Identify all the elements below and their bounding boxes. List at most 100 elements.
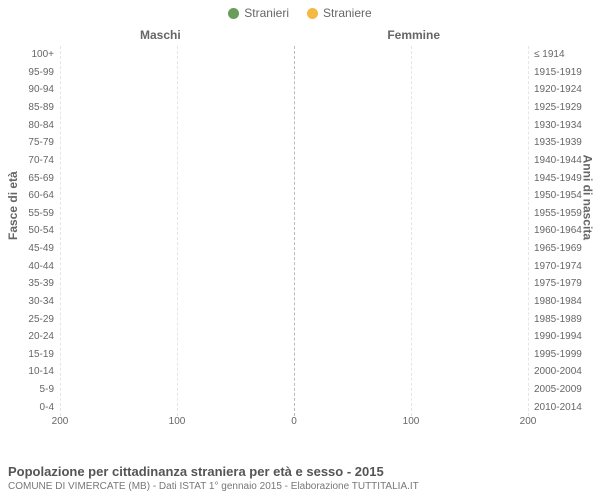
bar-pair <box>60 381 528 399</box>
bar-pair <box>60 64 528 82</box>
bar-pair <box>60 222 528 240</box>
bar-pair <box>60 116 528 134</box>
bar-pair <box>60 81 528 99</box>
age-label: 70-74 <box>6 155 54 166</box>
birth-year-label: 1970-1974 <box>534 261 598 272</box>
birth-year-label: 1935-1939 <box>534 137 598 148</box>
bar-pair <box>60 205 528 223</box>
age-label: 45-49 <box>6 243 54 254</box>
footer-title: Popolazione per cittadinanza straniera p… <box>8 464 592 479</box>
age-label: 30-34 <box>6 296 54 307</box>
chart-row: 30-341980-1984 <box>60 293 528 311</box>
birth-year-label: ≤ 1914 <box>534 49 598 60</box>
chart-row: 0-42010-2014 <box>60 398 528 416</box>
column-header-female: Femmine <box>387 28 440 42</box>
birth-year-label: 1920-1924 <box>534 84 598 95</box>
chart-row: 90-941920-1924 <box>60 81 528 99</box>
chart-legend: Stranieri Straniere <box>0 0 600 20</box>
chart-row: 80-841930-1934 <box>60 116 528 134</box>
chart-row: 55-591955-1959 <box>60 205 528 223</box>
birth-year-label: 1995-1999 <box>534 349 598 360</box>
birth-year-label: 1940-1944 <box>534 155 598 166</box>
legend-label-male: Stranieri <box>244 6 289 20</box>
chart-row: 60-641950-1954 <box>60 187 528 205</box>
bar-pair <box>60 328 528 346</box>
x-axis: 2001000100200 <box>60 416 528 434</box>
pyramid-chart: Maschi Femmine Fasce di età Anni di nasc… <box>0 20 600 450</box>
bar-pair <box>60 346 528 364</box>
age-label: 85-89 <box>6 102 54 113</box>
chart-row: 65-691945-1949 <box>60 169 528 187</box>
x-tick: 200 <box>52 416 69 427</box>
birth-year-label: 1980-1984 <box>534 296 598 307</box>
age-label: 90-94 <box>6 84 54 95</box>
bar-pair <box>60 240 528 258</box>
legend-label-female: Straniere <box>323 6 372 20</box>
bar-pair <box>60 293 528 311</box>
bar-pair <box>60 187 528 205</box>
age-label: 5-9 <box>6 384 54 395</box>
birth-year-label: 1945-1949 <box>534 173 598 184</box>
footer-subtitle: COMUNE DI VIMERCATE (MB) - Dati ISTAT 1°… <box>8 481 592 492</box>
chart-row: 70-741940-1944 <box>60 152 528 170</box>
bar-pair <box>60 134 528 152</box>
age-label: 50-54 <box>6 225 54 236</box>
age-label: 20-24 <box>6 331 54 342</box>
bar-pair <box>60 152 528 170</box>
birth-year-label: 1950-1954 <box>534 190 598 201</box>
birth-year-label: 1975-1979 <box>534 278 598 289</box>
age-label: 25-29 <box>6 314 54 325</box>
chart-row: 20-241990-1994 <box>60 328 528 346</box>
bar-pair <box>60 169 528 187</box>
chart-row: 25-291985-1989 <box>60 310 528 328</box>
chart-row: 95-991915-1919 <box>60 64 528 82</box>
chart-row: 50-541960-1964 <box>60 222 528 240</box>
age-label: 60-64 <box>6 190 54 201</box>
age-label: 35-39 <box>6 278 54 289</box>
age-label: 95-99 <box>6 67 54 78</box>
chart-row: 40-441970-1974 <box>60 257 528 275</box>
age-label: 100+ <box>6 49 54 60</box>
bar-pair <box>60 398 528 416</box>
legend-swatch-female <box>307 8 318 19</box>
birth-year-label: 1990-1994 <box>534 331 598 342</box>
birth-year-label: 1960-1964 <box>534 225 598 236</box>
x-tick: 0 <box>291 416 297 427</box>
chart-row: 45-491965-1969 <box>60 240 528 258</box>
birth-year-label: 2000-2004 <box>534 366 598 377</box>
birth-year-label: 1915-1919 <box>534 67 598 78</box>
chart-row: 35-391975-1979 <box>60 275 528 293</box>
x-tick: 100 <box>403 416 420 427</box>
bar-pair <box>60 310 528 328</box>
chart-rows: 0-42010-20145-92005-200910-142000-200415… <box>60 46 528 416</box>
chart-footer: Popolazione per cittadinanza straniera p… <box>8 464 592 492</box>
gridline <box>528 46 529 416</box>
birth-year-label: 1955-1959 <box>534 208 598 219</box>
age-label: 40-44 <box>6 261 54 272</box>
age-label: 0-4 <box>6 402 54 413</box>
chart-row: 10-142000-2004 <box>60 363 528 381</box>
age-label: 15-19 <box>6 349 54 360</box>
bar-pair <box>60 275 528 293</box>
column-header-male: Maschi <box>140 28 181 42</box>
bar-pair <box>60 257 528 275</box>
age-label: 10-14 <box>6 366 54 377</box>
bar-pair <box>60 363 528 381</box>
chart-row: 5-92005-2009 <box>60 381 528 399</box>
chart-row: 85-891925-1929 <box>60 99 528 117</box>
chart-row: 75-791935-1939 <box>60 134 528 152</box>
legend-item-male: Stranieri <box>228 6 289 20</box>
bar-pair <box>60 46 528 64</box>
chart-row: 100+≤ 1914 <box>60 46 528 64</box>
x-tick: 200 <box>520 416 537 427</box>
legend-swatch-male <box>228 8 239 19</box>
legend-item-female: Straniere <box>307 6 372 20</box>
age-label: 65-69 <box>6 173 54 184</box>
age-label: 75-79 <box>6 137 54 148</box>
bar-pair <box>60 99 528 117</box>
birth-year-label: 1925-1929 <box>534 102 598 113</box>
birth-year-label: 1930-1934 <box>534 120 598 131</box>
age-label: 55-59 <box>6 208 54 219</box>
x-tick: 100 <box>169 416 186 427</box>
birth-year-label: 2005-2009 <box>534 384 598 395</box>
